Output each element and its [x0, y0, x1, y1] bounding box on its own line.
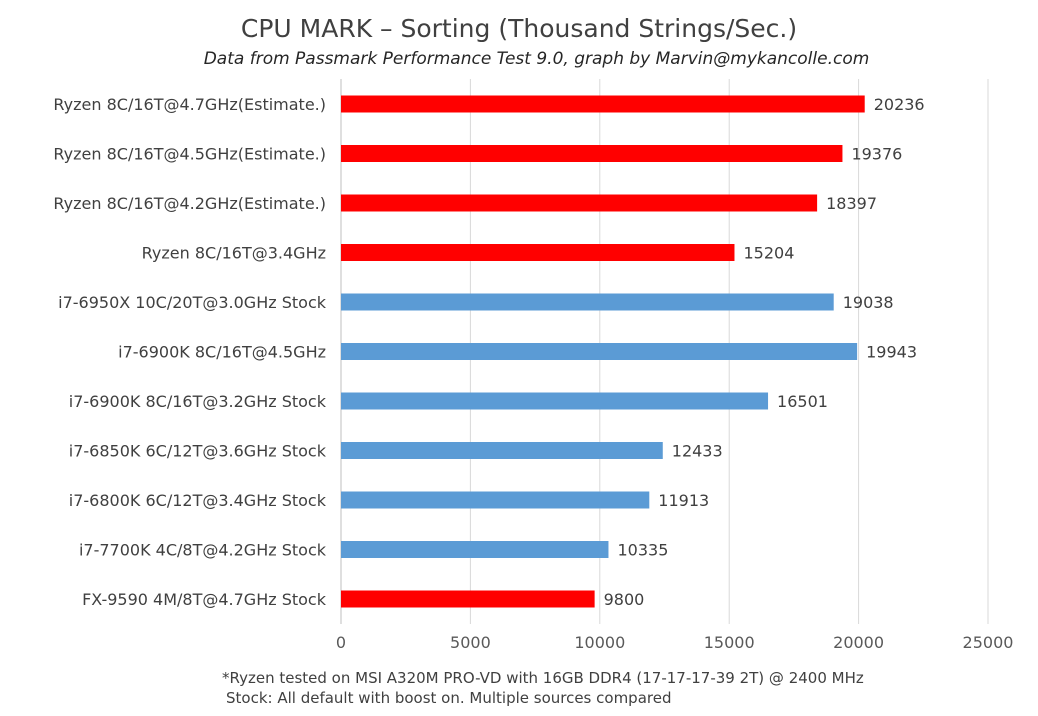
value-label: 19376 — [851, 145, 902, 164]
bar — [341, 392, 769, 410]
value-label: 20236 — [874, 95, 925, 114]
footnote-ryzen-test: *Ryzen tested on MSI A320M PRO-VD with 1… — [222, 669, 864, 687]
category-label: FX-9590 4M/8T@4.7GHz Stock — [82, 590, 327, 609]
value-label: 19038 — [843, 293, 894, 312]
category-label: i7-6800K 6C/12T@3.4GHz Stock — [69, 491, 327, 510]
x-tick-label: 20000 — [833, 633, 884, 652]
value-label: 19943 — [866, 343, 917, 362]
x-tick-label: 25000 — [963, 633, 1014, 652]
x-tick-label: 0 — [336, 633, 346, 652]
category-label: i7-7700K 4C/8T@4.2GHz Stock — [79, 541, 327, 560]
category-label: i7-6950X 10C/20T@3.0GHz Stock — [58, 293, 327, 312]
x-tick-label: 15000 — [704, 633, 755, 652]
category-label: i7-6900K 8C/16T@4.5GHz — [118, 343, 326, 362]
x-tick-label: 10000 — [574, 633, 625, 652]
value-label: 15204 — [743, 244, 794, 263]
category-label: Ryzen 8C/16T@4.2GHz(Estimate.) — [53, 194, 326, 213]
value-label: 10335 — [617, 541, 668, 560]
labels: 0 5000 10000 15000 20000 25000 Ryzen 8C/16T@4.… — [53, 95, 1013, 652]
bar — [341, 590, 595, 608]
bar — [341, 194, 818, 212]
bar — [341, 293, 834, 311]
chart-title: CPU MARK – Sorting (Thousand Strings/Sec… — [240, 14, 798, 43]
bars — [341, 95, 865, 608]
bar — [341, 145, 843, 162]
bar — [341, 343, 858, 360]
bar — [341, 95, 865, 113]
value-label: 12433 — [672, 442, 723, 461]
bar — [341, 442, 663, 459]
bar — [341, 491, 650, 509]
category-label: i7-6850K 6C/12T@3.6GHz Stock — [69, 442, 327, 461]
category-label: Ryzen 8C/16T@4.7GHz(Estimate.) — [53, 95, 326, 114]
bar — [341, 244, 735, 261]
footnote-stock: Stock: All default with boost on. Multip… — [226, 689, 672, 707]
category-label: i7-6900K 8C/16T@3.2GHz Stock — [69, 392, 327, 411]
chart-subtitle: Data from Passmark Performance Test 9.0,… — [203, 49, 870, 69]
category-label: Ryzen 8C/16T@3.4GHz — [142, 244, 326, 263]
category-label: Ryzen 8C/16T@4.5GHz(Estimate.) — [53, 145, 326, 164]
value-label: 9800 — [604, 590, 645, 609]
x-tick-label: 5000 — [450, 633, 491, 652]
value-label: 18397 — [826, 194, 877, 213]
value-label: 11913 — [658, 491, 709, 510]
value-label: 16501 — [777, 392, 828, 411]
bar — [341, 541, 609, 558]
